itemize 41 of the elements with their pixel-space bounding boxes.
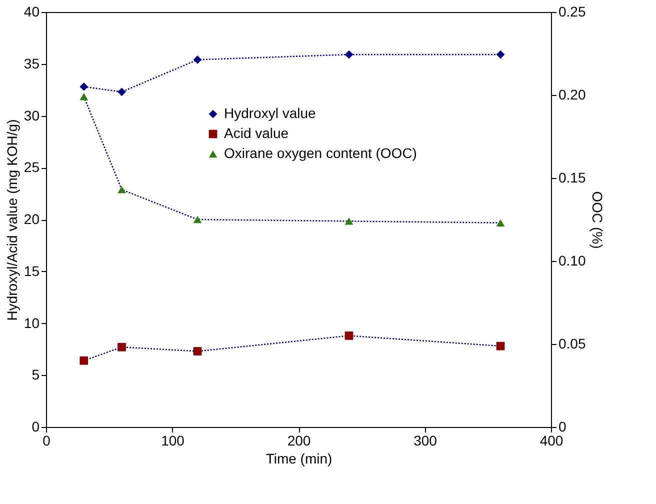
y2-tick-label: 0.25 <box>558 4 586 20</box>
point <box>118 88 126 96</box>
y-tick-label: 25 <box>24 159 40 176</box>
legend-label: Hydroxyl value <box>224 105 316 121</box>
y-tick-label: 15 <box>24 262 40 279</box>
y-tick-label: 30 <box>24 107 40 124</box>
point <box>496 342 505 350</box>
y2-tick-label: 0.10 <box>558 252 586 268</box>
point <box>344 332 354 340</box>
x-tick-label: 200 <box>287 432 311 448</box>
point <box>193 56 202 64</box>
y-tick-label: 40 <box>24 4 40 20</box>
point <box>80 93 88 100</box>
point <box>80 356 88 365</box>
y2-tick-label: 0.20 <box>558 86 586 102</box>
y-tick-label: 10 <box>24 314 40 331</box>
y-tick-label: 35 <box>24 55 40 72</box>
y-axis-title: Hydroxyl/Acid value (mg KOH/g) <box>4 119 20 321</box>
point <box>118 186 126 194</box>
legend-label: Oxirane oxygen content (OOC) <box>224 145 417 161</box>
point <box>344 218 354 225</box>
x-tick-label: 100 <box>161 432 185 448</box>
y2-tick-label: 0 <box>558 418 566 434</box>
legend-label: Acid value <box>224 125 289 141</box>
y2-axis-title: OOC (%) <box>590 191 606 249</box>
point <box>496 219 505 226</box>
y-tick-label: 0 <box>32 418 40 434</box>
y2-tick-label: 0.15 <box>558 170 586 186</box>
point <box>496 50 505 59</box>
x-axis-title: Time (min) <box>266 450 332 466</box>
point <box>193 347 202 356</box>
point <box>344 50 354 59</box>
x-tick-label: 300 <box>414 432 438 448</box>
point <box>193 216 202 224</box>
x-tick-label: 0 <box>42 432 51 448</box>
y-tick-label: 20 <box>24 211 40 227</box>
point <box>118 342 126 352</box>
y-tick-label: 5 <box>32 366 40 383</box>
y2-tick-label: 0.05 <box>558 336 586 352</box>
x-tick-label: 400 <box>540 432 564 448</box>
point <box>80 82 88 91</box>
